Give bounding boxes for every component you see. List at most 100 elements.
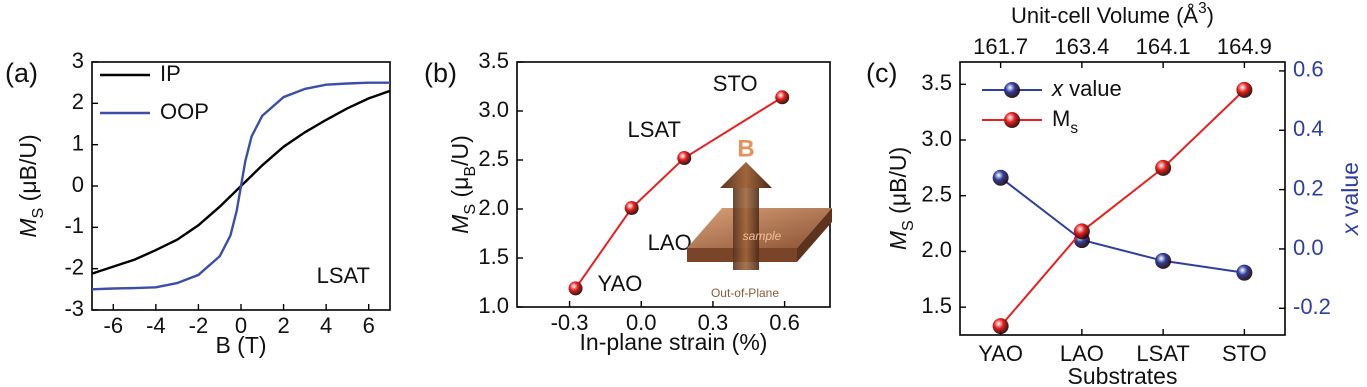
- sample-slab: [687, 208, 832, 248]
- sample-slab-side: [797, 208, 832, 262]
- x-axis-label: In-plane strain (%): [580, 329, 768, 355]
- top-axis-label-part: ): [1207, 3, 1214, 28]
- y-tick-label: 2.5: [921, 182, 952, 207]
- field-arrow-shaft: [733, 186, 759, 270]
- y2-axis-label-part: value: [1337, 162, 1363, 223]
- y-axis-label-part: (μ: [447, 177, 473, 204]
- y-tick-label: 2.0: [921, 237, 952, 262]
- data-point: [1073, 223, 1090, 240]
- top-axis-label-part: 3: [1198, 0, 1207, 17]
- y2-tick-label: 0.6: [1293, 57, 1324, 82]
- y-axis-label-part: (μB/U): [15, 134, 41, 207]
- top-tick-label: 163.4: [1054, 34, 1109, 59]
- x-tick-label: -4: [146, 313, 166, 338]
- x-tick-label: 2: [277, 313, 289, 338]
- x-tick-label: 0.0: [626, 310, 657, 335]
- y-tick-label: 2: [72, 89, 84, 114]
- y-tick-label: 2.0: [478, 195, 509, 220]
- x-tick-label: 0: [235, 313, 247, 338]
- legend-label-part: x: [1051, 76, 1064, 101]
- x-axis-label: Substrates: [1068, 363, 1178, 387]
- y2-tick-label: 0.4: [1293, 116, 1324, 141]
- legend-label: OOP: [160, 99, 209, 124]
- plot-frame: [959, 61, 1286, 336]
- x-tick-label: -0.3: [551, 310, 589, 335]
- y-axis-label-part: M: [15, 218, 41, 238]
- y-tick-label: -3: [64, 296, 84, 321]
- top-tick-label: 164.1: [1136, 34, 1191, 59]
- field-arrow-head: [720, 162, 772, 188]
- field-label: B: [737, 135, 754, 162]
- plot-frame: [516, 61, 831, 308]
- y2-tick-label: 0.2: [1293, 175, 1324, 200]
- x-tick-label: YAO: [978, 341, 1023, 366]
- inset-caption: Out-of-Plane: [711, 286, 779, 300]
- y-tick-label: -2: [64, 254, 84, 279]
- legend-label-part: value: [1063, 76, 1122, 101]
- y-axis-label-part: S: [29, 208, 47, 219]
- y-tick-label: 3.0: [921, 126, 952, 151]
- data-line: [999, 89, 1246, 327]
- x-tick-label: LAO: [1060, 341, 1104, 366]
- point-label: YAO: [598, 271, 643, 296]
- x-tick-label: 0.6: [769, 310, 800, 335]
- sample-label: sample: [743, 229, 782, 243]
- x-tick-label: -2: [189, 313, 209, 338]
- y-tick-label: 0: [72, 172, 84, 197]
- panel-label: (c): [866, 58, 897, 88]
- y-axis-label-part: /U): [447, 135, 473, 166]
- y-axis-label-part: M: [447, 214, 473, 234]
- y-tick-label: 3: [72, 48, 84, 73]
- x-tick-label: STO: [1222, 341, 1267, 366]
- y-axis-label: MS (μB/U): [15, 134, 47, 237]
- y-axis-label-part: S: [461, 204, 479, 215]
- y2-axis-label: x value: [1337, 162, 1363, 236]
- y-axis-label-part: (μB/U): [885, 147, 911, 220]
- top-axis-label: Unit-cell Volume (Å3): [1011, 0, 1214, 28]
- y-axis-label-part: S: [899, 220, 917, 231]
- x-axis-label: B (T): [215, 332, 266, 358]
- y-tick-label: 3.0: [478, 97, 509, 122]
- y-tick-label: 2.5: [478, 146, 509, 171]
- y2-tick-label: 0.0: [1293, 235, 1324, 260]
- annotation: LSAT: [317, 263, 370, 288]
- data-line: [91, 81, 390, 291]
- legend-label: Ms: [1052, 106, 1078, 137]
- y-axis-label: MS (μB/U): [447, 135, 479, 234]
- panel-label: (a): [5, 58, 38, 88]
- top-axis-label-part: Unit-cell Volume (Å: [1011, 3, 1198, 28]
- data-point: [677, 151, 692, 166]
- point-label: LSAT: [628, 117, 681, 142]
- data-point: [775, 90, 790, 105]
- data-point: [568, 281, 583, 296]
- data-point: [1236, 81, 1253, 98]
- data-line: [999, 176, 1245, 274]
- legend-label-part: s: [1070, 120, 1078, 137]
- legend-label-part: M: [1052, 106, 1070, 131]
- x-tick-label: -6: [104, 313, 124, 338]
- point-label: LAO: [648, 230, 692, 255]
- legend-label: x value: [1051, 76, 1122, 101]
- data-point: [624, 201, 639, 216]
- y-axis-label-part: M: [885, 230, 911, 250]
- data-point: [992, 169, 1009, 186]
- data-point: [1155, 159, 1172, 176]
- legend-marker: [1004, 82, 1020, 98]
- data-line: [574, 96, 783, 289]
- x-tick-label: LSAT: [1136, 341, 1189, 366]
- top-tick-label: 161.7: [973, 34, 1028, 59]
- y-tick-label: 1: [72, 130, 84, 155]
- panel-label: (b): [424, 58, 457, 88]
- y-tick-label: -1: [64, 213, 84, 238]
- legend-label: IP: [160, 61, 181, 86]
- data-point: [992, 318, 1009, 335]
- y-axis-label: MS (μB/U): [885, 147, 917, 250]
- data-point: [1236, 264, 1253, 281]
- y-tick-label: 1.5: [478, 244, 509, 269]
- y-axis-label-part: B: [461, 166, 479, 177]
- legend-marker: [1004, 112, 1020, 128]
- point-label: STO: [713, 71, 758, 96]
- y2-axis-label-part: x: [1337, 222, 1363, 236]
- data-point: [1155, 252, 1172, 269]
